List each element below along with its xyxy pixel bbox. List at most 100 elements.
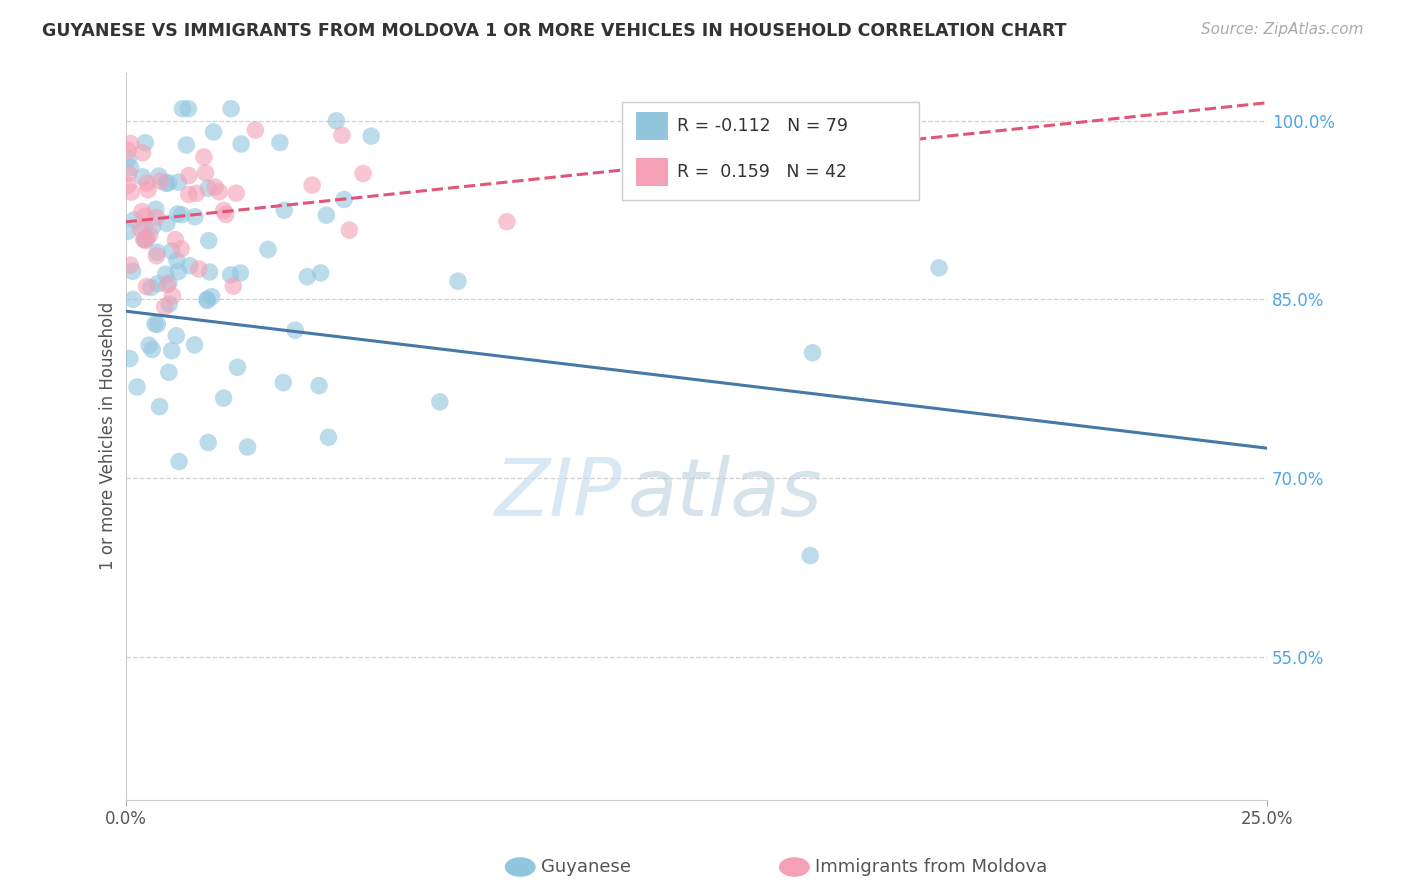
Point (928, 260, 950, 275)
Point (166, 253, 188, 268)
Point (117, 224, 139, 238)
Point (269, 136, 291, 150)
Point (131, 169, 153, 184)
Point (160, 244, 183, 258)
Point (132, 233, 155, 247)
Point (167, 454, 190, 468)
Point (120, 136, 142, 151)
Point (226, 360, 249, 375)
Point (204, 180, 226, 194)
Point (212, 391, 235, 405)
Point (801, 345, 824, 359)
Text: R = -0.112   N = 79: R = -0.112 N = 79 (676, 117, 848, 135)
Point (146, 245, 169, 260)
Point (134, 209, 156, 223)
Point (195, 292, 218, 306)
Point (325, 113, 347, 128)
Point (257, 243, 280, 257)
Point (177, 102, 200, 116)
Point (179, 259, 201, 273)
Point (162, 289, 184, 303)
Point (177, 169, 200, 183)
Point (136, 231, 159, 245)
Point (799, 549, 821, 563)
Point (143, 317, 166, 331)
Point (245, 123, 267, 137)
Point (447, 274, 470, 288)
Text: Source: ZipAtlas.com: Source: ZipAtlas.com (1201, 22, 1364, 37)
Point (167, 264, 190, 278)
Point (129, 222, 152, 236)
Point (121, 264, 143, 278)
Point (167, 175, 190, 189)
Y-axis label: 1 or more Vehicles in Household: 1 or more Vehicles in Household (100, 302, 117, 570)
Point (145, 202, 167, 217)
Point (284, 323, 307, 337)
Point (297, 269, 319, 284)
Point (139, 227, 162, 242)
Point (309, 266, 332, 280)
Point (138, 338, 160, 352)
Point (308, 378, 330, 392)
Point (219, 268, 242, 282)
Point (195, 293, 218, 308)
Point (202, 125, 225, 139)
Point (183, 338, 205, 352)
Point (157, 276, 180, 290)
Point (187, 262, 209, 277)
Point (146, 277, 169, 291)
Point (134, 220, 156, 235)
Point (170, 242, 193, 256)
Point (172, 102, 194, 116)
Point (120, 185, 142, 199)
Point (142, 219, 165, 234)
Text: R =  0.159   N = 42: R = 0.159 N = 42 (676, 162, 846, 181)
Point (166, 207, 188, 221)
Point (330, 128, 353, 143)
Point (153, 300, 176, 314)
Point (156, 277, 179, 292)
Point (197, 234, 219, 248)
FancyBboxPatch shape (636, 158, 668, 186)
Point (222, 279, 245, 293)
Point (176, 138, 198, 153)
Point (194, 166, 217, 180)
Point (125, 380, 148, 394)
Point (136, 183, 159, 197)
Point (315, 208, 337, 222)
Point (156, 217, 179, 231)
Text: GUYANESE VS IMMIGRANTS FROM MOLDOVA 1 OR MORE VEHICLES IN HOUSEHOLD CORRELATION : GUYANESE VS IMMIGRANTS FROM MOLDOVA 1 OR… (42, 22, 1067, 40)
Point (337, 223, 360, 237)
Point (212, 203, 235, 218)
Point (215, 207, 238, 221)
Point (160, 343, 183, 358)
Point (193, 150, 215, 164)
Point (149, 174, 172, 188)
Point (219, 102, 242, 116)
Point (131, 204, 153, 219)
Point (333, 193, 356, 207)
Point (117, 152, 139, 166)
Point (131, 145, 153, 160)
Point (225, 186, 247, 200)
Point (273, 203, 295, 218)
Point (170, 208, 193, 222)
Point (197, 435, 219, 450)
Point (139, 280, 162, 294)
Point (352, 167, 374, 181)
Point (117, 167, 139, 181)
Point (141, 343, 163, 357)
FancyBboxPatch shape (636, 112, 668, 140)
Point (157, 365, 180, 379)
Point (135, 176, 157, 190)
Point (177, 187, 200, 202)
Point (231, 136, 253, 151)
Point (117, 144, 139, 158)
Text: atlas: atlas (628, 456, 823, 533)
FancyBboxPatch shape (621, 102, 920, 200)
Text: ZIP: ZIP (495, 456, 621, 533)
Point (198, 265, 221, 279)
Point (201, 290, 224, 304)
Point (208, 185, 231, 199)
Point (134, 232, 156, 246)
